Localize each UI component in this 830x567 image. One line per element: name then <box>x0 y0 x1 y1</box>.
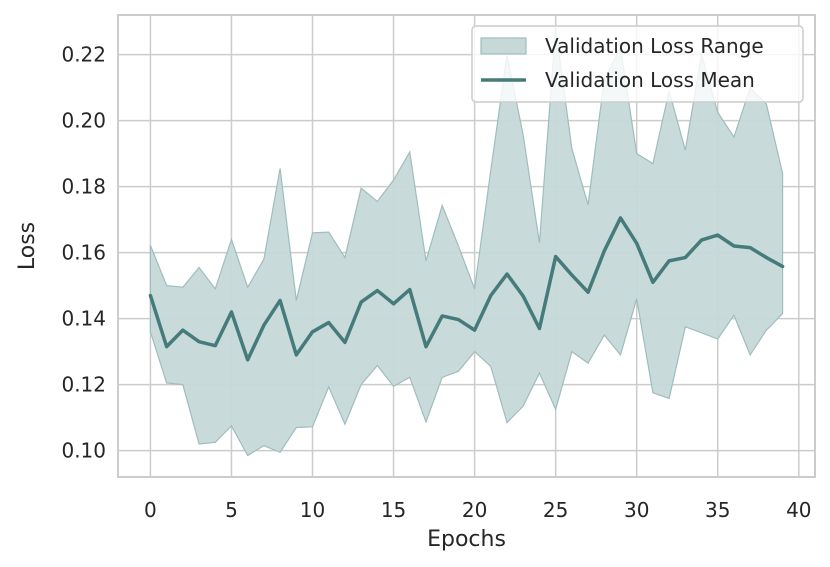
legend-box <box>471 25 804 103</box>
x-tick-label: 20 <box>462 498 487 522</box>
mean-line <box>148 216 785 362</box>
mean-point <box>440 314 444 318</box>
y-tick-label: 0.20 <box>61 109 106 133</box>
y-tick-label: 0.14 <box>61 307 106 331</box>
mean-point <box>651 281 655 284</box>
legend: Validation Loss Range Validation Loss Me… <box>471 25 804 103</box>
y-tick-label: 0.18 <box>61 175 106 199</box>
mean-point <box>538 327 541 330</box>
x-tick-label: 0 <box>144 498 157 522</box>
mean-point <box>570 273 574 277</box>
mean-point <box>311 330 314 333</box>
validation-loss-range-band <box>149 28 784 457</box>
legend-label-mean: Validation Loss Mean <box>545 68 755 92</box>
plot-frame <box>117 14 816 478</box>
mean-point <box>473 328 476 332</box>
y-tick-label: 0.22 <box>61 43 106 67</box>
x-tick-label: 5 <box>225 498 238 522</box>
x-tick-label: 30 <box>624 498 649 522</box>
mean-point <box>781 265 784 268</box>
mean-point <box>149 294 152 297</box>
x-tick-label: 35 <box>705 498 730 522</box>
mean-point <box>376 289 379 292</box>
mean-point <box>392 302 395 305</box>
x-tick-label: 40 <box>786 498 811 522</box>
y-tick-label: 0.10 <box>61 439 106 463</box>
mean-point <box>586 291 590 294</box>
mean-point <box>327 321 330 324</box>
mean-point <box>262 324 266 327</box>
mean-point <box>457 318 460 321</box>
mean-point <box>603 249 606 253</box>
mean-point <box>732 244 736 248</box>
mean-point <box>181 328 185 332</box>
mean-point <box>684 256 687 259</box>
mean-point <box>748 246 752 249</box>
mean-point <box>359 300 363 304</box>
mean-point <box>716 233 719 237</box>
mean-point <box>765 256 768 259</box>
y-tick-label: 0.16 <box>61 241 106 265</box>
mean-point <box>408 288 411 291</box>
x-tick-label: 25 <box>543 498 568 522</box>
mean-point <box>522 294 525 298</box>
y-tick-labels: 0.10 0.12 0.14 0.16 0.18 0.20 0.22 <box>61 43 106 463</box>
mean-point <box>214 344 217 347</box>
mean-point <box>343 341 347 344</box>
x-tick-label: 15 <box>381 498 406 522</box>
mean-point <box>424 345 428 348</box>
mean-point <box>165 345 168 348</box>
y-tick-label: 0.12 <box>61 373 106 397</box>
mean-point <box>489 294 493 297</box>
mean-point <box>554 255 557 258</box>
x-tick-labels: 0 5 10 15 20 25 30 35 40 <box>144 498 811 522</box>
mean-point <box>635 242 638 245</box>
mean-point <box>197 340 201 343</box>
mean-point <box>278 299 282 302</box>
mean-point <box>700 238 703 242</box>
legend-swatch-range <box>480 37 527 55</box>
x-tick-label: 10 <box>300 498 325 522</box>
mean-point <box>619 216 622 220</box>
mean-point <box>667 259 671 263</box>
validation-loss-mean-line <box>148 216 785 362</box>
mean-point <box>230 310 233 314</box>
x-axis-label: Epochs <box>427 527 506 552</box>
y-axis-label: Loss <box>15 222 40 270</box>
mean-point <box>295 353 298 357</box>
range-band-area <box>149 28 784 457</box>
mean-point <box>505 272 509 276</box>
legend-label-range: Validation Loss Range <box>545 34 764 58</box>
mean-point <box>246 358 249 362</box>
